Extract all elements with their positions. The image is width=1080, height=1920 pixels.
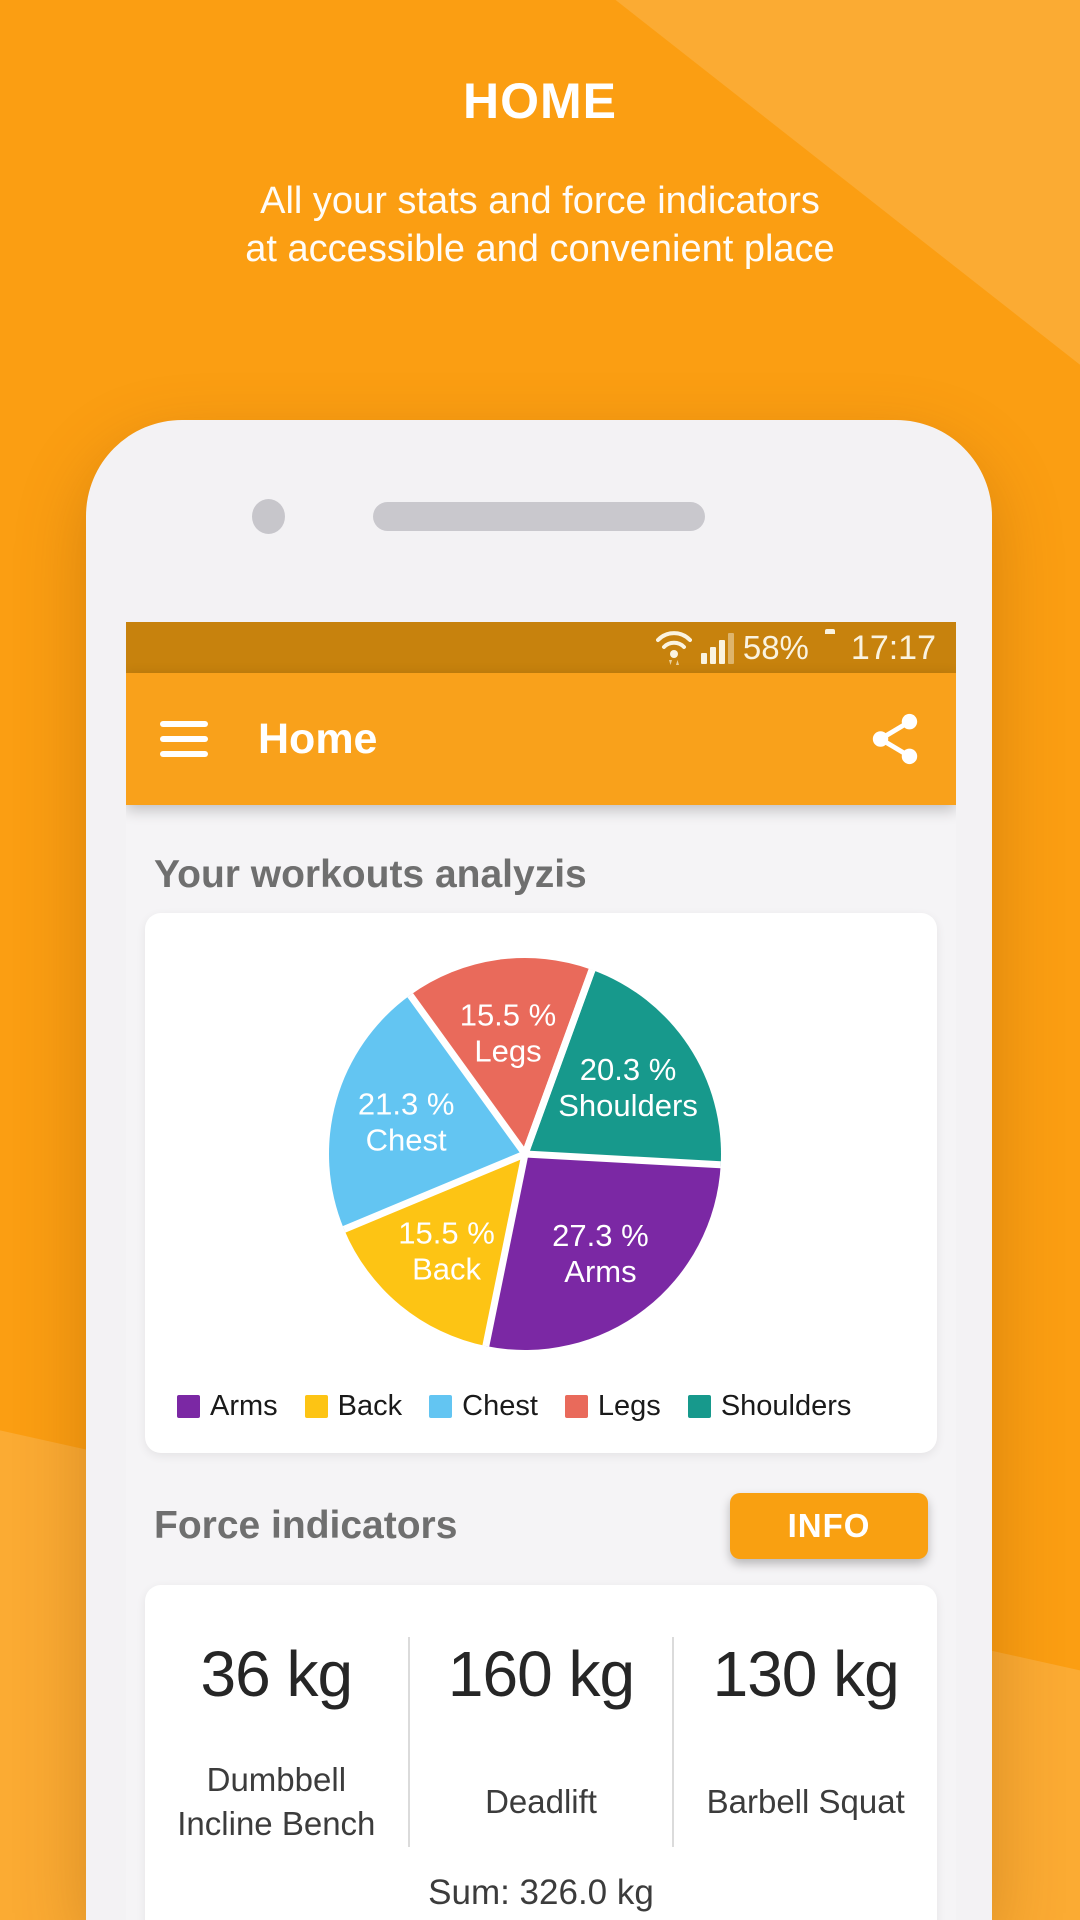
stat-value: 130 kg: [712, 1638, 900, 1710]
legend-item-back: Back: [304, 1390, 403, 1423]
battery-icon: [818, 628, 842, 667]
force-section-title: Force indicators: [154, 1504, 458, 1547]
stat-dumbbell-incline-bench: 36 kg Dumbbell Incline Bench: [145, 1637, 408, 1847]
stat-value: 160 kg: [447, 1638, 635, 1710]
pie-slice-separator: [521, 968, 596, 1156]
promo-subtitle-line1: All your stats and force indicators: [260, 180, 820, 222]
legend-label: Arms: [210, 1390, 278, 1422]
legend-item-arms: Arms: [177, 1390, 278, 1423]
legend-swatch: [687, 1395, 711, 1418]
pie-slice-label-chest: 21.3 % Chest: [358, 1086, 455, 1157]
pie-slice-label-arms: 27.3 % Arms: [552, 1218, 649, 1289]
pie-legend: Arms Back Chest Legs Shoulders: [145, 1390, 937, 1423]
status-bar: 58% 17:17: [126, 622, 956, 673]
legend-swatch: [177, 1395, 200, 1418]
legend-swatch: [564, 1395, 588, 1418]
pie-chart: 20.3 % Shoulders 27.3 % Arms 15.5 % Back 21.3 …: [329, 958, 721, 1350]
app-bar-title: Home: [258, 714, 378, 763]
app-bar: Home: [126, 673, 956, 805]
pie-slice-legs[interactable]: [410, 958, 593, 1154]
legend-label: Back: [337, 1390, 403, 1422]
phone-mockup: 58% 17:17 Home: [86, 420, 992, 1920]
clock-text: 17:17: [850, 628, 936, 667]
stat-divider: [672, 1637, 675, 1847]
stat-divider: [407, 1637, 410, 1847]
content-area: Your workouts analyzis 20.3 % Shoulders 27…: [126, 853, 956, 1920]
pie-slice-separator: [407, 993, 528, 1157]
legend-label: Chest: [462, 1390, 538, 1422]
hamburger-menu-icon[interactable]: [160, 721, 208, 757]
pie-slice-back[interactable]: [344, 1154, 525, 1347]
pie-slice-arms[interactable]: [485, 1154, 721, 1350]
earpiece-speaker: [373, 502, 705, 531]
pie-slice-separator: [524, 1150, 721, 1169]
pie-slice-separator: [342, 1150, 527, 1233]
wifi-icon: [655, 628, 692, 668]
stat-label: Dumbbell Incline Bench: [177, 1761, 376, 1842]
sum-text: Sum: 326.0 kg: [428, 1873, 654, 1912]
battery-percent-text: 58%: [742, 629, 809, 666]
stat-label: Deadlift: [485, 1783, 597, 1821]
front-camera-dot: [252, 499, 285, 534]
promo-header: HOME All your stats and force indicators…: [0, 0, 1080, 273]
stat-deadlift: 160 kg Deadlift: [410, 1637, 673, 1847]
promo-subtitle-line2: at accessible and convenient place: [245, 227, 835, 270]
legend-label: Legs: [597, 1390, 661, 1422]
stat-label: Barbell Squat: [706, 1783, 905, 1821]
force-indicators-card: 36 kg Dumbbell Incline Bench 160 kg Dead…: [145, 1585, 937, 1920]
legend-swatch: [429, 1395, 453, 1418]
info-button[interactable]: INFO: [730, 1493, 928, 1559]
share-icon[interactable]: [868, 710, 922, 768]
stat-barbell-squat: 130 kg Barbell Squat: [674, 1637, 937, 1847]
legend-item-chest: Chest: [429, 1390, 538, 1423]
pie-slice-label-back: 15.5 % Back: [398, 1215, 495, 1286]
force-stats-grid: 36 kg Dumbbell Incline Bench 160 kg Dead…: [145, 1637, 937, 1847]
force-indicators-header-row: Force indicators INFO: [154, 1493, 928, 1559]
legend-swatch: [304, 1395, 328, 1418]
promo-subtitle: All your stats and force indicators at a…: [0, 178, 1080, 273]
stat-value: 36 kg: [200, 1638, 354, 1710]
signal-bars-icon: [700, 632, 734, 664]
pie-slice-label-shoulders: 20.3 % Shoulders: [558, 1052, 698, 1123]
pie-slice-shoulders[interactable]: [525, 969, 721, 1165]
promo-title: HOME: [463, 73, 617, 129]
workouts-section-title: Your workouts analyzis: [154, 853, 587, 896]
legend-item-shoulders: Shoulders: [687, 1390, 852, 1423]
workouts-pie-card: 20.3 % Shoulders 27.3 % Arms 15.5 % Back 21.3 …: [145, 913, 937, 1453]
legend-label: Shoulders: [720, 1390, 852, 1422]
pie-slice-label-legs: 15.5 % Legs: [460, 998, 557, 1069]
app-screen: 58% 17:17 Home: [126, 622, 956, 1920]
pie-slice-separator: [482, 1153, 529, 1347]
legend-item-legs: Legs: [564, 1390, 661, 1423]
